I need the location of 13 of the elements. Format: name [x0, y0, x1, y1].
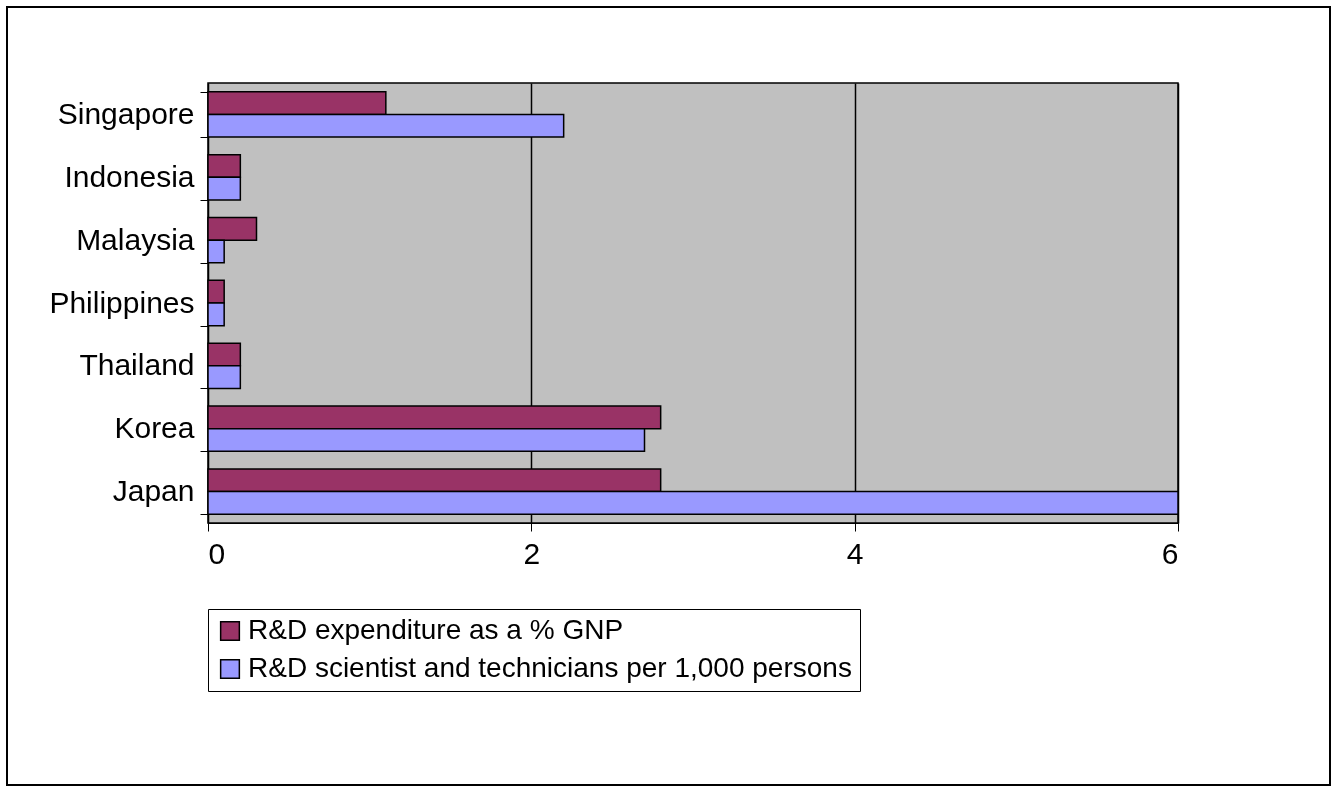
x-tick-label: 0 — [208, 536, 226, 570]
legend-label: R&D scientist and technicians per 1,000 persons — [248, 652, 852, 683]
y-tick-label: Malaysia — [76, 222, 195, 256]
y-tick-label: Korea — [114, 411, 195, 445]
legend-label: R&D expenditure as a % GNP — [248, 614, 624, 645]
x-tick-label: 2 — [523, 536, 541, 570]
x-tick-label: 6 — [1161, 536, 1179, 570]
y-tick-label: Thailand — [79, 348, 195, 382]
y-tick-label: Indonesia — [64, 159, 195, 193]
y-tick-label: Singapore — [57, 96, 195, 130]
y-tick-label: Japan — [112, 474, 195, 508]
y-tick-label: Philippines — [49, 285, 195, 319]
x-tick-label: 4 — [846, 536, 864, 570]
